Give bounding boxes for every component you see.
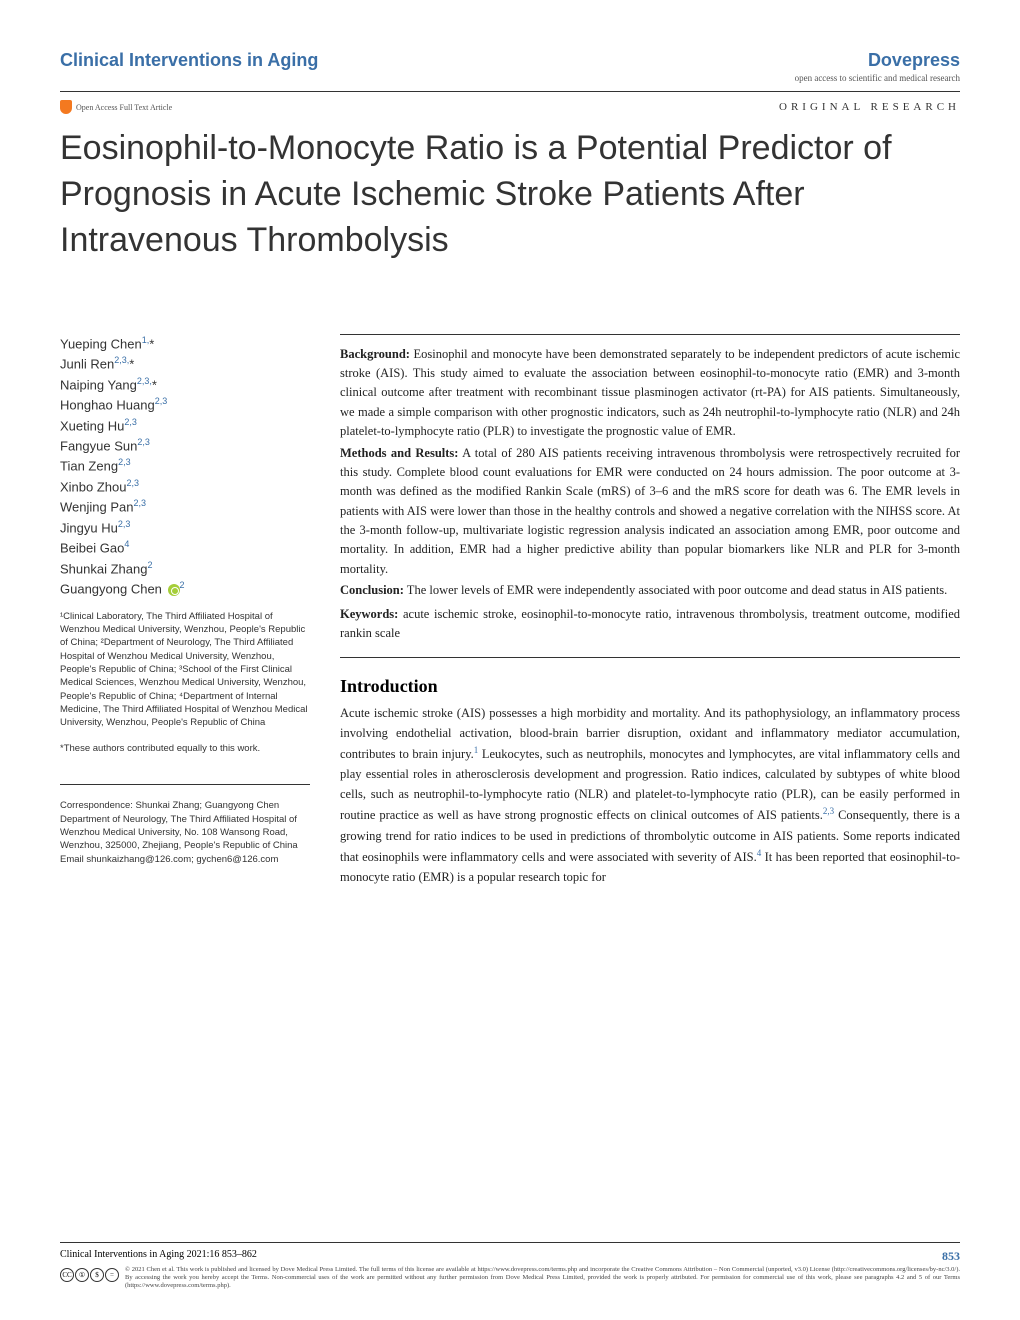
author-entry: Beibei Gao4 [60,538,310,558]
conclusion-text: The lower levels of EMR were independent… [404,583,947,597]
affiliations-text: ¹Clinical Laboratory, The Third Affiliat… [60,610,310,730]
author-entry: Fangyue Sun2,3 [60,436,310,456]
author-entry: Xinbo Zhou2,3 [60,477,310,497]
background-label: Background: [340,347,410,361]
publisher-tagline: open access to scientific and medical re… [795,73,960,83]
by-icon: ① [75,1268,89,1282]
footer-citation: Clinical Interventions in Aging 2021:16 … [60,1249,257,1264]
nc-icon: $ [90,1268,104,1282]
correspondence-email: Email shunkaizhang@126.com; gychen6@126.… [60,853,310,866]
correspondence-label: Correspondence: Shunkai Zhang; Guangyong… [60,799,310,812]
abstract-background: Background: Eosinophil and monocyte have… [340,345,960,442]
footer-citation-row: Clinical Interventions in Aging 2021:16 … [60,1249,960,1264]
cc-icon: CC [60,1268,74,1282]
license-text: © 2021 Chen et al. This work is publishe… [125,1266,960,1290]
open-access-icon [60,100,72,114]
keywords-text: acute ischemic stroke, eosinophil-to-mon… [340,607,960,640]
article-title: Eosinophil-to-Monocyte Ratio is a Potent… [60,126,960,264]
abstract-bottom-divider [340,657,960,658]
author-entry: Tian Zeng2,3 [60,456,310,476]
author-entry: Shunkai Zhang2 [60,559,310,579]
abstract-block: Background: Eosinophil and monocyte have… [340,345,960,644]
left-column: Yueping Chen1,*Junli Ren2,3,*Naiping Yan… [60,334,310,887]
author-entry: Honghao Huang2,3 [60,395,310,415]
header-divider [60,91,960,92]
meta-row: Open Access Full Text Article ORIGINAL R… [60,100,960,114]
orcid-icon[interactable] [168,584,180,596]
introduction-paragraph: Acute ischemic stroke (AIS) possesses a … [340,703,960,886]
author-entry: Xueting Hu2,3 [60,416,310,436]
abstract-conclusion: Conclusion: The lower levels of EMR were… [340,581,960,600]
page-footer: Clinical Interventions in Aging 2021:16 … [60,1242,960,1290]
methods-label: Methods and Results: [340,446,458,460]
right-column: Background: Eosinophil and monocyte have… [340,334,960,887]
publisher-block: Dovepress open access to scientific and … [795,50,960,83]
abstract-keywords: Keywords: acute ischemic stroke, eosinop… [340,605,960,644]
page-number: 853 [942,1249,960,1264]
keywords-label: Keywords: [340,607,398,621]
methods-text: A total of 280 AIS patients receiving in… [340,446,960,576]
conclusion-label: Conclusion: [340,583,404,597]
citation-2-3[interactable]: 2,3 [823,806,834,816]
introduction-heading: Introduction [340,676,960,697]
open-access-badge: Open Access Full Text Article [60,100,172,114]
correspondence-block: Correspondence: Shunkai Zhang; Guangyong… [60,799,310,865]
equal-contribution: *These authors contributed equally to th… [60,743,310,754]
abstract-top-divider [340,334,960,335]
author-list: Yueping Chen1,*Junli Ren2,3,*Naiping Yan… [60,334,310,600]
author-entry: Jingyu Hu2,3 [60,518,310,538]
footer-divider [60,1242,960,1243]
author-entry: Naiping Yang2,3,* [60,375,310,395]
cc-badge: CC ① $ = [60,1266,119,1282]
author-entry: Yueping Chen1,* [60,334,310,354]
journal-name: Clinical Interventions in Aging [60,50,318,71]
abstract-methods: Methods and Results: A total of 280 AIS … [340,444,960,580]
left-divider [60,784,310,785]
correspondence-address: Department of Neurology, The Third Affil… [60,813,310,853]
article-type: ORIGINAL RESEARCH [779,101,960,113]
author-entry: Guangyong Chen 2 [60,579,310,599]
open-access-label: Open Access Full Text Article [76,103,172,112]
content-columns: Yueping Chen1,*Junli Ren2,3,*Naiping Yan… [60,334,960,887]
publisher-name: Dovepress [795,50,960,71]
author-entry: Wenjing Pan2,3 [60,497,310,517]
page-header: Clinical Interventions in Aging Dovepres… [60,50,960,83]
nd-icon: = [105,1268,119,1282]
author-entry: Junli Ren2,3,* [60,354,310,374]
footer-license-row: CC ① $ = © 2021 Chen et al. This work is… [60,1266,960,1290]
background-text: Eosinophil and monocyte have been demons… [340,347,960,439]
